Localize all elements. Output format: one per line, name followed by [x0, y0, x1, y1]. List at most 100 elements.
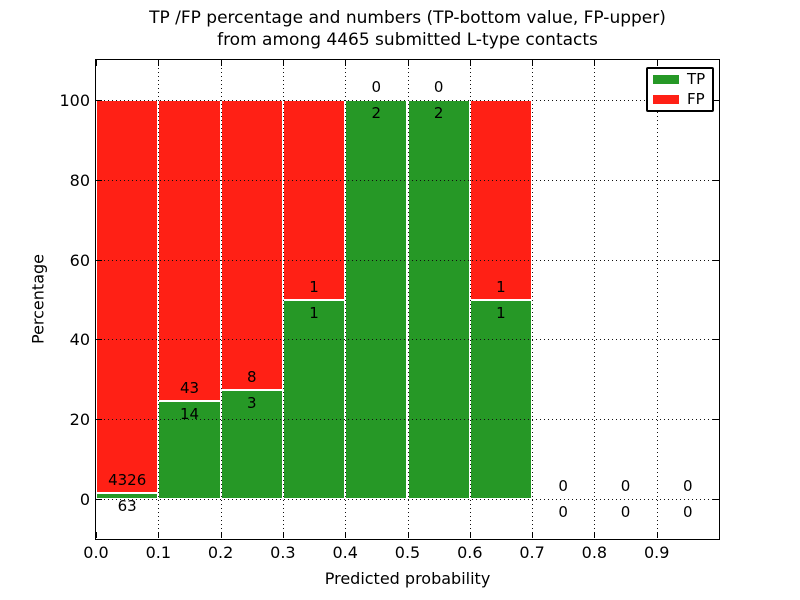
fp-count-label: 0 [371, 78, 382, 96]
x-gridline [345, 60, 347, 538]
fp-count-label: 8 [247, 368, 257, 387]
y-tick-left [96, 179, 102, 181]
x-tick-bottom [158, 532, 160, 538]
x-gridline [594, 60, 596, 538]
x-tick-bottom [407, 532, 409, 538]
fp-bar [469, 100, 533, 300]
x-tick-label: 0.6 [457, 543, 483, 562]
y-tick-left [96, 339, 102, 341]
x-tick-top [345, 60, 347, 66]
x-tick-top [594, 60, 596, 66]
y-tick-right [713, 419, 719, 421]
x-tick-bottom [594, 532, 596, 538]
tp-count-label: 2 [433, 104, 444, 122]
y-tick-label: 20 [69, 410, 90, 430]
y-tick-right [713, 499, 719, 500]
x-tick-label: 0.5 [394, 543, 421, 562]
x-tick-bottom [469, 532, 471, 538]
x-tick-top [407, 60, 409, 66]
legend-box: TP FP [646, 67, 714, 112]
x-tick-top [719, 60, 720, 66]
x-tick-top [532, 60, 534, 66]
x-tick-bottom [719, 532, 720, 538]
y-tick-label: 40 [69, 330, 90, 350]
legend-label-tp: TP [687, 70, 706, 88]
y-tick-label: 80 [69, 170, 90, 190]
y-tick-label: 0 [79, 490, 90, 509]
x-tick-bottom [96, 532, 97, 538]
fp-count-label: 0 [558, 477, 568, 495]
x-tick-label: 0.3 [270, 543, 296, 562]
fp-count-label: 1 [309, 277, 319, 296]
y-tick-left [96, 499, 102, 500]
y-tick-right [713, 100, 719, 101]
y-tick-left [96, 419, 102, 421]
tp-count-label: 2 [371, 104, 382, 122]
fp-bar [282, 100, 346, 300]
y-tick-right [713, 339, 719, 341]
y-tick-right [713, 259, 719, 261]
fp-count-label: 1 [496, 277, 506, 296]
x-gridline [220, 60, 222, 538]
y-tick-label: 60 [69, 250, 90, 270]
legend-item-fp: FP [653, 92, 707, 107]
chart-title-line1: TP /FP percentage and numbers (TP-bottom… [149, 8, 666, 28]
x-tick-bottom [656, 532, 658, 538]
x-tick-bottom [345, 532, 347, 538]
tp-bar [407, 100, 470, 499]
tp-count-label: 63 [117, 497, 137, 516]
tp-count-label: 0 [683, 503, 693, 521]
x-gridline [282, 60, 284, 538]
x-tick-label: 0.8 [581, 543, 608, 562]
fp-bar [96, 100, 159, 494]
x-gridline [158, 60, 160, 538]
tp-color-swatch [653, 75, 679, 84]
x-tick-top [96, 60, 97, 66]
y-tick-right [713, 179, 719, 181]
fp-color-swatch [653, 95, 679, 104]
fp-bar [220, 100, 283, 391]
fp-count-label: 0 [620, 477, 631, 495]
y-tick-label: 100 [59, 91, 90, 110]
fp-count-label: 43 [179, 379, 200, 397]
x-tick-bottom [282, 532, 284, 538]
x-tick-top [282, 60, 284, 66]
x-tick-label: 0.2 [207, 543, 234, 562]
fp-count-label: 0 [683, 477, 693, 495]
x-gridline [656, 60, 658, 538]
fp-bar [158, 100, 221, 401]
x-axis-label: Predicted probability [324, 569, 491, 588]
x-gridline [407, 60, 409, 538]
y-tick-left [96, 100, 102, 101]
tp-count-label: 1 [496, 303, 506, 322]
x-gridline [469, 60, 471, 538]
tp-bar [282, 299, 346, 499]
tp-count-label: 0 [558, 503, 568, 521]
legend-item-tp: TP [653, 72, 707, 87]
chart-title-line2: from among 4465 submitted L-type contact… [217, 30, 598, 50]
x-tick-top [220, 60, 222, 66]
x-tick-bottom [532, 532, 534, 538]
x-tick-label: 0.0 [83, 543, 109, 562]
x-tick-top [656, 60, 658, 66]
x-tick-top [469, 60, 471, 66]
tp-bar [96, 493, 159, 499]
tp-bar [158, 401, 221, 499]
x-tick-top [158, 60, 160, 66]
tp-bar [469, 299, 533, 499]
y-tick-left [96, 259, 102, 261]
tp-bar [345, 100, 408, 499]
fp-count-label: 4326 [108, 471, 147, 490]
chart-title: TP /FP percentage and numbers (TP-bottom… [96, 7, 719, 51]
x-tick-bottom [220, 532, 222, 538]
tp-count-label: 0 [620, 503, 631, 521]
tp-count-label: 14 [179, 405, 200, 423]
legend-label-fp: FP [687, 90, 705, 108]
tp-count-label: 1 [309, 303, 319, 322]
x-tick-label: 0.7 [519, 543, 545, 562]
x-tick-label: 0.4 [332, 543, 358, 562]
x-tick-label: 0.9 [643, 543, 670, 562]
fp-count-label: 0 [433, 78, 444, 96]
x-gridline [532, 60, 534, 538]
